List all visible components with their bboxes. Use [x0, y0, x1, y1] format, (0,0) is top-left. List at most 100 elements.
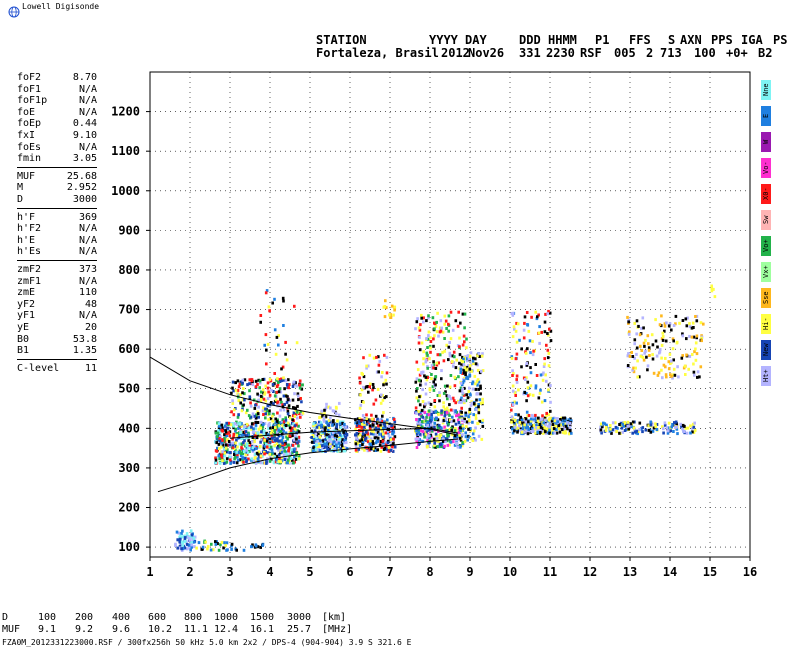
echo-point	[286, 412, 290, 416]
echo-point	[471, 382, 474, 386]
echo-point	[451, 433, 455, 437]
echo-point	[445, 327, 448, 330]
echo-point	[322, 417, 326, 421]
echo-point	[464, 411, 467, 415]
echo-point	[289, 429, 293, 432]
echo-point	[281, 448, 284, 452]
echo-point	[481, 401, 484, 405]
echo-point	[314, 423, 317, 427]
echo-point	[421, 430, 425, 434]
echo-point	[649, 430, 653, 434]
echo-point	[683, 424, 686, 428]
echo-point	[548, 428, 551, 432]
echo-point	[374, 449, 378, 452]
echo-point	[230, 542, 234, 546]
echo-point	[371, 447, 375, 451]
echo-point	[322, 419, 326, 423]
echo-point	[688, 354, 692, 358]
echo-point	[361, 434, 364, 438]
echo-point	[225, 450, 229, 454]
echo-point	[393, 445, 397, 449]
echo-point	[475, 392, 478, 396]
echo-point	[297, 412, 301, 416]
echo-point	[310, 440, 314, 444]
echo-point	[438, 394, 441, 398]
echo-point	[425, 415, 428, 419]
echo-point	[219, 435, 222, 439]
echo-point	[376, 430, 380, 434]
param-fof1: foF1 N/A	[17, 84, 97, 96]
echo-point	[254, 420, 258, 424]
echo-point	[638, 344, 642, 348]
param-name: foF2	[17, 72, 42, 83]
file-footer: FZA0M_2012331223000.RSF / 300fx256h 50 k…	[2, 638, 412, 647]
echo-point	[642, 358, 646, 362]
echo-point	[540, 330, 543, 334]
echo-point	[277, 453, 281, 457]
echo-point	[610, 431, 613, 435]
echo-point	[429, 336, 432, 340]
echo-point	[370, 413, 373, 417]
echo-point	[382, 435, 385, 439]
echo-point	[536, 430, 539, 434]
echo-point	[443, 410, 447, 414]
echo-point	[261, 425, 265, 429]
echo-point	[277, 390, 281, 394]
echo-point	[648, 354, 651, 357]
echo-point	[415, 418, 418, 421]
echo-point	[526, 425, 529, 429]
echo-point	[335, 425, 338, 429]
x-tick-label: 14	[663, 565, 677, 579]
echo-point	[428, 419, 432, 423]
echo-point	[187, 546, 191, 550]
echo-point	[476, 383, 479, 387]
echo-point	[418, 412, 421, 416]
y-tick-label: 100	[118, 540, 140, 554]
echo-point	[432, 366, 435, 370]
echo-point	[664, 373, 668, 377]
echo-point	[675, 341, 679, 345]
param-yf2: yF2 48	[17, 299, 97, 311]
echo-point	[443, 314, 447, 318]
echo-point	[368, 424, 372, 428]
echo-point	[468, 357, 471, 361]
param-d: D 3000	[17, 194, 97, 206]
echo-point	[666, 429, 670, 433]
echo-point	[251, 412, 255, 416]
echo-point	[358, 381, 362, 385]
echo-point	[247, 439, 250, 443]
param-value: 3000	[72, 194, 97, 205]
echo-point	[343, 449, 347, 453]
param-zme: zmE 110	[17, 287, 97, 299]
param-name: yE	[17, 322, 30, 333]
echo-point	[262, 446, 266, 450]
echo-point	[240, 437, 243, 440]
echo-point	[320, 431, 323, 435]
echo-point	[321, 444, 324, 448]
echo-point	[651, 429, 655, 433]
echo-point	[333, 447, 337, 451]
echo-point	[379, 423, 382, 427]
echo-point	[275, 419, 279, 423]
echo-point	[694, 341, 698, 345]
echo-point	[218, 457, 221, 461]
echo-point	[318, 435, 322, 439]
echo-point	[446, 384, 449, 388]
echo-point	[514, 425, 517, 429]
echo-point	[513, 429, 516, 433]
echo-point	[284, 431, 288, 435]
echo-point	[463, 439, 467, 443]
echo-point	[633, 321, 636, 325]
echo-point	[437, 334, 440, 338]
echo-point	[477, 387, 480, 391]
echo-point	[702, 322, 705, 326]
echo-point	[428, 416, 432, 420]
echo-point	[475, 398, 478, 402]
echo-point	[380, 375, 383, 379]
echo-point	[481, 369, 485, 372]
echo-point	[275, 335, 279, 339]
echo-point	[295, 341, 299, 345]
echo-point	[379, 401, 383, 405]
echo-point	[680, 356, 684, 360]
echo-point	[465, 346, 468, 350]
